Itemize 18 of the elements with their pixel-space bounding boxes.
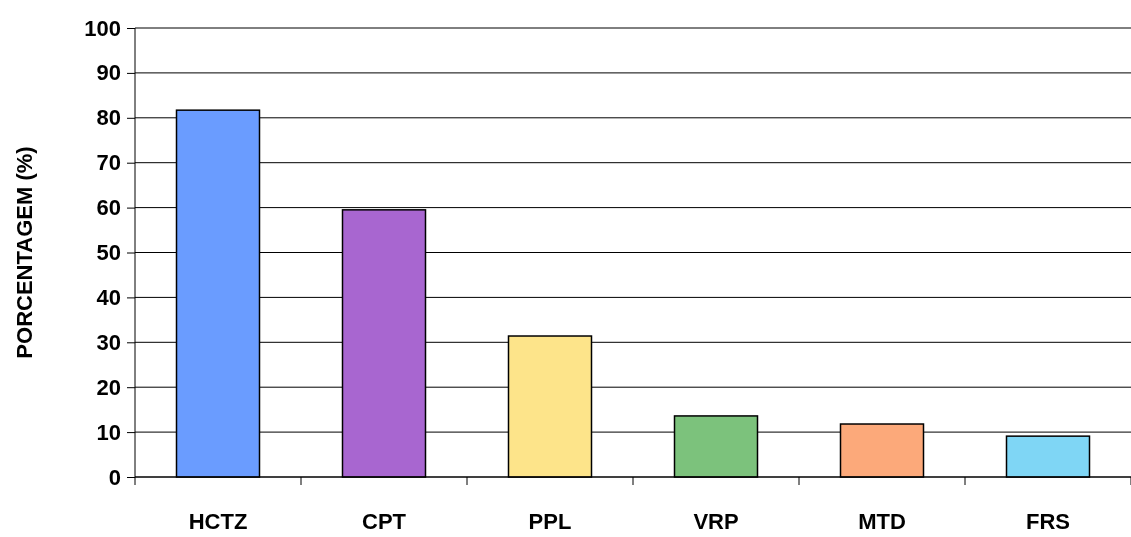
y-tick-label: 40 xyxy=(96,284,121,310)
y-tick-label: 100 xyxy=(84,15,121,41)
y-tick-label: 50 xyxy=(96,240,121,266)
y-tick-label: 10 xyxy=(96,419,121,445)
y-tick-label: 20 xyxy=(96,374,121,400)
x-tick-label: CPT xyxy=(362,508,407,534)
y-tick-label: 0 xyxy=(108,464,121,490)
y-tick-label: 60 xyxy=(96,195,121,221)
y-tick-label: 30 xyxy=(96,329,121,355)
x-tick-label: HCTZ xyxy=(188,508,248,534)
y-tick-label: 70 xyxy=(96,150,121,176)
x-tick-label: PPL xyxy=(528,508,572,534)
y-tick-label: 90 xyxy=(96,60,121,86)
y-tick-label: 80 xyxy=(96,105,121,131)
x-tick-label: VRP xyxy=(693,508,739,534)
x-tick-label: MTD xyxy=(858,508,906,534)
x-tick-label: FRS xyxy=(1026,508,1070,534)
y-axis-title: PORCENTAGEM (%) xyxy=(12,146,37,359)
